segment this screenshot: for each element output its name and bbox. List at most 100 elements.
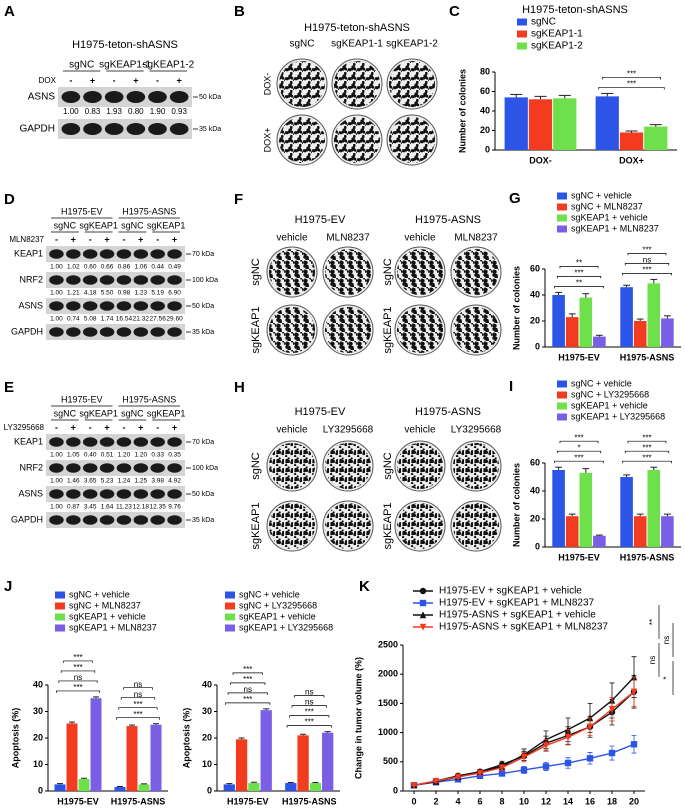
blot-band	[61, 91, 81, 103]
quantification: 29.60	[166, 316, 183, 323]
column-label: vehicle	[404, 425, 436, 436]
plate-panel: F H1975-EV H1975-ASNS vehicle MLN8237 vehicle…	[234, 191, 502, 356]
y-tick-label: 2000	[378, 669, 398, 679]
subgroup-label: sgKEAP1	[79, 408, 118, 418]
blot-label: ASNS	[28, 92, 56, 103]
blot-band	[150, 327, 165, 337]
significance: ns	[305, 698, 313, 707]
quantification: 1.02	[67, 264, 80, 271]
quantification: 1.00	[63, 107, 79, 116]
legend-swatch	[557, 391, 567, 399]
point	[608, 749, 616, 757]
x-tick-label: 10	[519, 796, 529, 806]
bar	[620, 477, 633, 547]
quantification: 1.24	[118, 478, 131, 485]
significance-bracket	[289, 715, 330, 718]
bar	[138, 784, 150, 791]
plate-colonies	[279, 117, 325, 163]
plate-panel: H H1975-EV H1975-ASNS vehicle LY3295668 vehic…	[234, 379, 502, 552]
quantification: 3.98	[151, 478, 164, 485]
legend-label: H1975-EV + sgKEAP1 + vehicle	[439, 586, 582, 597]
bar	[579, 472, 593, 547]
y-tick-label: 1000	[378, 727, 398, 737]
blot-band	[82, 489, 98, 499]
y-tick-label: 0	[207, 785, 212, 795]
bar	[126, 726, 138, 791]
blot-band	[133, 249, 149, 259]
bar	[619, 132, 644, 150]
plate-colonies	[397, 249, 443, 295]
blot-membrane	[46, 324, 185, 340]
quantification: 1.00	[50, 452, 63, 459]
column-label: vehicle	[404, 233, 436, 244]
row-label: sgNC	[382, 452, 394, 480]
significance: ***	[574, 269, 583, 278]
y-tick-label: 40	[480, 105, 490, 115]
bar	[90, 698, 102, 791]
significance: ***	[642, 246, 651, 255]
blot-membrane	[46, 298, 185, 314]
blot-band	[99, 515, 115, 525]
blot-label: NRF2	[19, 462, 43, 472]
plate-colonies	[397, 443, 443, 489]
quantification: 0.40	[84, 452, 97, 459]
blot-membrane	[46, 434, 185, 450]
blot-band	[150, 437, 165, 447]
column-label: LY3295668	[323, 425, 374, 436]
bar	[114, 787, 126, 791]
group-title: H1975-ASNS	[415, 406, 481, 418]
quantification: 3.45	[84, 504, 97, 511]
size-marker: 70 kDa	[192, 251, 214, 258]
plate-colonies	[453, 443, 499, 489]
treatment-sign: +	[172, 234, 177, 244]
x-tick-label: 20	[629, 796, 639, 806]
significance: ns	[643, 256, 651, 265]
row-label: sgKEAP1	[250, 306, 262, 353]
y-tick-label: 0	[535, 341, 540, 351]
x-tick-label: 0	[411, 796, 416, 806]
blot-band	[150, 463, 165, 473]
blot-label: ASNS	[18, 488, 43, 498]
quantification: 1.00	[50, 504, 63, 511]
significance-bracket	[622, 273, 672, 276]
blot-band	[167, 463, 182, 473]
significance-bracket	[554, 286, 604, 289]
treatment-sign: -	[156, 234, 159, 244]
blot-band	[150, 301, 165, 311]
legend-swatch	[557, 214, 567, 222]
point	[542, 763, 550, 770]
quantification: 1.06	[134, 264, 147, 271]
y-tick-label: 80	[480, 66, 490, 76]
significance: ***	[627, 70, 636, 79]
blot-band	[82, 301, 98, 311]
legend-marker	[419, 611, 427, 619]
subgroup-label: sgKEAP1	[79, 220, 118, 230]
quantification: 1.05	[67, 452, 80, 459]
x-tick-label: 4	[455, 796, 460, 806]
y-tick-label: 60	[480, 86, 490, 96]
treatment-label: LY3295668	[4, 423, 45, 432]
blot-band	[148, 123, 167, 135]
blot-band	[49, 301, 64, 311]
treatment-sign: +	[138, 234, 143, 244]
group-label: H1975-ASNS	[122, 206, 176, 216]
blot-band	[116, 437, 132, 447]
bar	[552, 295, 565, 347]
blot-band	[66, 515, 81, 525]
blot-panel: A H1975-teton-shASNS sgNC sgKEAP1-1sgKEAP1-…	[4, 3, 221, 139]
row-label: sgKEAP1	[250, 502, 262, 549]
bar	[223, 784, 235, 791]
x-tick-label: 12	[541, 796, 551, 806]
blot-band	[104, 123, 124, 135]
blot-band	[169, 91, 189, 103]
treatment-sign: -	[156, 75, 159, 85]
quantification: 21.32	[133, 316, 150, 323]
blot-band	[150, 249, 165, 259]
size-marker: 50 kDa	[192, 491, 214, 498]
bar	[579, 297, 593, 347]
blot-band	[148, 91, 167, 103]
group-title: H1975-EV	[295, 214, 346, 226]
significance-bracket	[225, 702, 271, 705]
plate-colonies	[279, 61, 325, 107]
